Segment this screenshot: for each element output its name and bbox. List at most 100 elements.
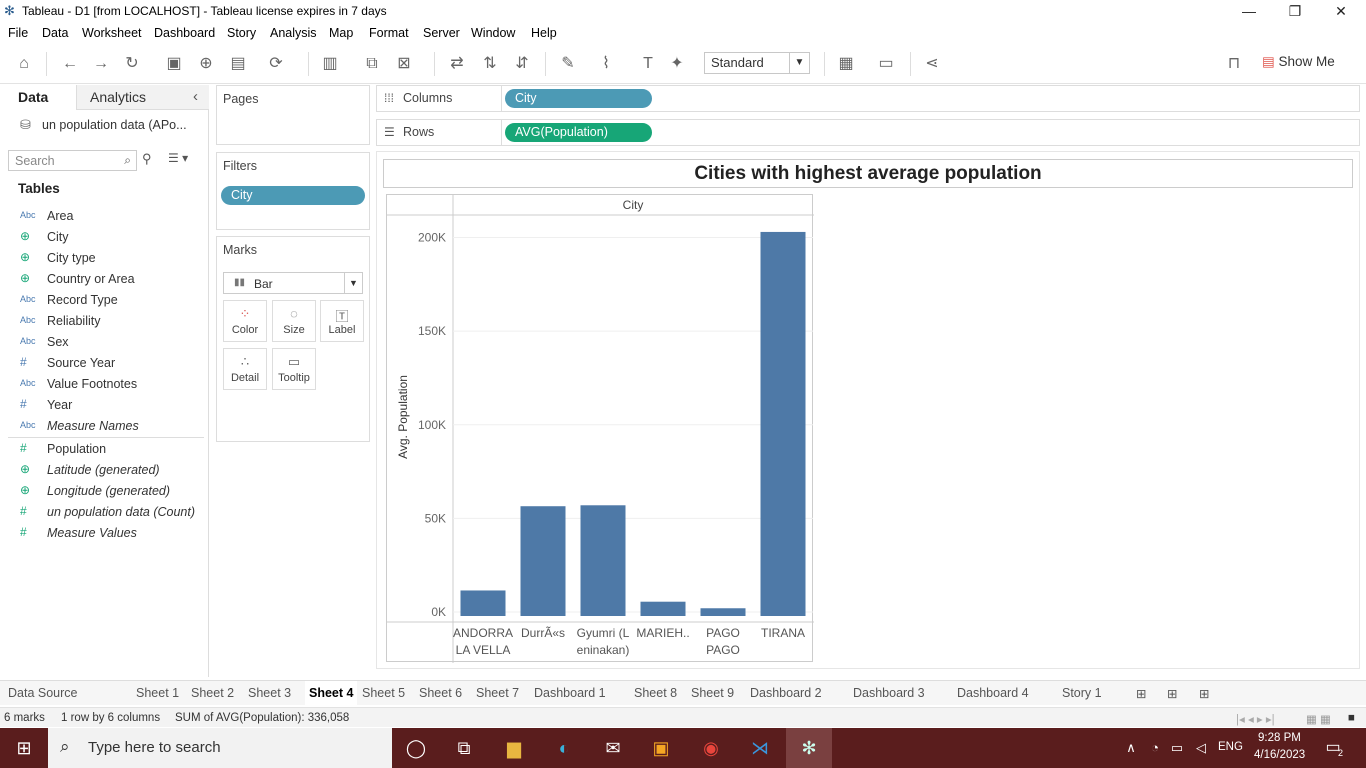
field-item[interactable]: # un population data (Count) <box>0 502 205 522</box>
field-search-input[interactable]: Search ⌕ <box>8 150 137 171</box>
show-cards-icon[interactable]: ▦ <box>838 55 854 72</box>
rows-shelf[interactable]: ☰ Rows AVG(Population) <box>376 119 1360 146</box>
field-item[interactable]: Abc Reliability <box>0 311 205 331</box>
format-painter-icon[interactable]: ⊓ <box>1227 55 1241 72</box>
group-icon[interactable]: ⌇ <box>602 55 610 72</box>
new-dashboard-tab-icon[interactable]: ⊞ <box>1167 687 1178 701</box>
restore-button[interactable]: ❐ <box>1288 3 1302 19</box>
menu-worksheet[interactable]: Worksheet <box>82 26 142 40</box>
new-story-tab-icon[interactable]: ⊞ <box>1199 687 1210 701</box>
field-item[interactable]: ⊕ City type <box>0 248 205 268</box>
redo-icon[interactable]: → <box>93 55 109 72</box>
collapse-icon[interactable]: ‹ <box>193 88 198 105</box>
tableau-taskbar-icon[interactable]: ✻ <box>786 728 832 768</box>
sheet-tab[interactable]: Sheet 9 <box>691 686 735 700</box>
edge-icon[interactable]: ◐ <box>558 738 570 758</box>
undo-icon[interactable]: ← <box>62 55 78 72</box>
tab-analytics[interactable]: Analytics <box>90 89 147 105</box>
swap-icon[interactable]: ⇄ <box>450 55 464 72</box>
menu-map[interactable]: Map <box>329 26 354 40</box>
view-options-icon[interactable]: ☰ ▾ <box>168 151 189 165</box>
sheet-tab[interactable]: Dashboard 1 <box>534 686 606 700</box>
rows-pill-avg-population[interactable]: AVG(Population) <box>505 123 652 142</box>
taskbar-search-input[interactable]: ⌕ Type here to search <box>48 728 392 768</box>
filmstrip-view-icon[interactable]: ■ <box>1348 712 1355 724</box>
share-icon[interactable]: ⋖ <box>925 55 939 72</box>
marks-color-button[interactable]: ⁘ Color <box>223 300 267 342</box>
file-explorer-icon[interactable]: ▆ <box>507 738 521 758</box>
field-item[interactable]: ⊕ Latitude (generated) <box>0 460 205 480</box>
vscode-icon[interactable]: ⋊ <box>751 738 769 758</box>
windows-start-icon[interactable]: ⊞ <box>16 738 32 758</box>
sheet-tab[interactable]: Sheet 1 <box>136 686 180 700</box>
chrome-icon[interactable]: ◉ <box>703 738 719 758</box>
datasource-name[interactable]: un population data (APo... <box>42 118 187 132</box>
sheet-tab[interactable]: Data Source <box>8 686 78 700</box>
sheet-tab[interactable]: Dashboard 2 <box>750 686 822 700</box>
highlight-icon[interactable]: ✎ <box>561 55 575 72</box>
menu-analysis[interactable]: Analysis <box>270 26 317 40</box>
columns-pill-city[interactable]: City <box>505 89 652 108</box>
minimize-button[interactable]: — <box>1242 3 1256 19</box>
menu-window[interactable]: Window <box>471 26 516 40</box>
menu-data[interactable]: Data <box>42 26 69 40</box>
menu-server[interactable]: Server <box>423 26 460 40</box>
presentation-icon[interactable]: ▭ <box>878 55 894 72</box>
save-icon[interactable]: ▣ <box>166 55 182 72</box>
close-button[interactable]: ✕ <box>1335 3 1347 19</box>
field-item[interactable]: ⊕ Longitude (generated) <box>0 481 205 501</box>
mail-icon[interactable]: ✉ <box>605 738 621 758</box>
mark-type-dropdown[interactable]: ▮▮ Bar ▼ <box>223 272 363 294</box>
field-item[interactable]: ⊕ Country or Area <box>0 269 205 289</box>
task-view-icon[interactable]: ⧉ <box>457 738 471 758</box>
field-item[interactable]: Abc Record Type <box>0 290 205 310</box>
field-item[interactable]: Abc Measure Names <box>0 416 205 436</box>
volume-icon[interactable]: ◁ <box>1196 740 1206 755</box>
field-item[interactable]: # Measure Values <box>0 523 205 543</box>
paste-icon[interactable]: ▤ <box>230 55 246 72</box>
menu-format[interactable]: Format <box>369 26 409 40</box>
network-icon[interactable]: ◔ <box>1151 740 1159 755</box>
field-item[interactable]: # Year <box>0 395 205 415</box>
grid-view-icon[interactable]: ▦ ▦ <box>1306 714 1331 726</box>
menu-story[interactable]: Story <box>227 26 257 40</box>
sheet-tab[interactable]: Sheet 4 <box>305 681 358 706</box>
sheet-tab[interactable]: Sheet 2 <box>191 686 235 700</box>
sort-ascending-icon[interactable]: ⇅ <box>483 55 497 72</box>
sheet-tab[interactable]: Sheet 5 <box>362 686 406 700</box>
sort-descending-icon[interactable]: ⇵ <box>515 55 529 72</box>
duplicate-icon[interactable]: ⧉ <box>366 55 378 72</box>
replay-icon[interactable]: ↻ <box>125 55 139 72</box>
clock-date[interactable]: 4/16/2023 <box>1254 749 1306 761</box>
columns-shelf[interactable]: ⁞⁞⁞ Columns City <box>376 85 1360 112</box>
pages-card[interactable]: Pages <box>216 85 370 145</box>
field-item[interactable]: # Population <box>0 439 205 459</box>
sheet-tab[interactable]: Sheet 7 <box>476 686 520 700</box>
refresh-icon[interactable]: ⟳ <box>269 55 283 72</box>
sheet-tab[interactable]: Story 1 <box>1062 686 1102 700</box>
label-icon[interactable]: T <box>643 55 653 72</box>
sheet-nav-icon[interactable]: |◂ ◂ ▸ ▸| <box>1236 714 1275 726</box>
sheet-tab[interactable]: Sheet 3 <box>248 686 292 700</box>
show-me-button[interactable]: ▤ Show Me <box>1262 54 1335 69</box>
marks-detail-button[interactable]: ∴ Detail <box>223 348 267 390</box>
filter-pill-city[interactable]: City <box>221 186 365 205</box>
store-icon[interactable]: ▣ <box>652 738 670 758</box>
fit-mode-dropdown[interactable]: Standard ▼ <box>704 52 810 74</box>
new-worksheet-tab-icon[interactable]: ⊞ <box>1136 687 1147 701</box>
language-indicator[interactable]: ENG <box>1218 741 1243 753</box>
menu-help[interactable]: Help <box>531 26 557 40</box>
field-item[interactable]: Abc Value Footnotes <box>0 374 205 394</box>
menu-file[interactable]: File <box>8 26 29 40</box>
chevron-up-icon[interactable]: ∧ <box>1126 740 1136 755</box>
marks-size-button[interactable]: ◌ Size <box>272 300 316 342</box>
filter-icon[interactable]: ⚲ <box>142 151 152 166</box>
notifications-icon[interactable]: ▭ <box>1325 739 1341 756</box>
sheet-tab[interactable]: Sheet 8 <box>634 686 678 700</box>
sheet-tab[interactable]: Dashboard 4 <box>957 686 1029 700</box>
field-item[interactable]: # Source Year <box>0 353 205 373</box>
field-item[interactable]: Abc Area <box>0 206 205 226</box>
sheet-tab[interactable]: Sheet 6 <box>419 686 463 700</box>
new-datasource-icon[interactable]: ⊕ <box>199 55 213 72</box>
clock-time[interactable]: 9:28 PM <box>1258 732 1301 744</box>
